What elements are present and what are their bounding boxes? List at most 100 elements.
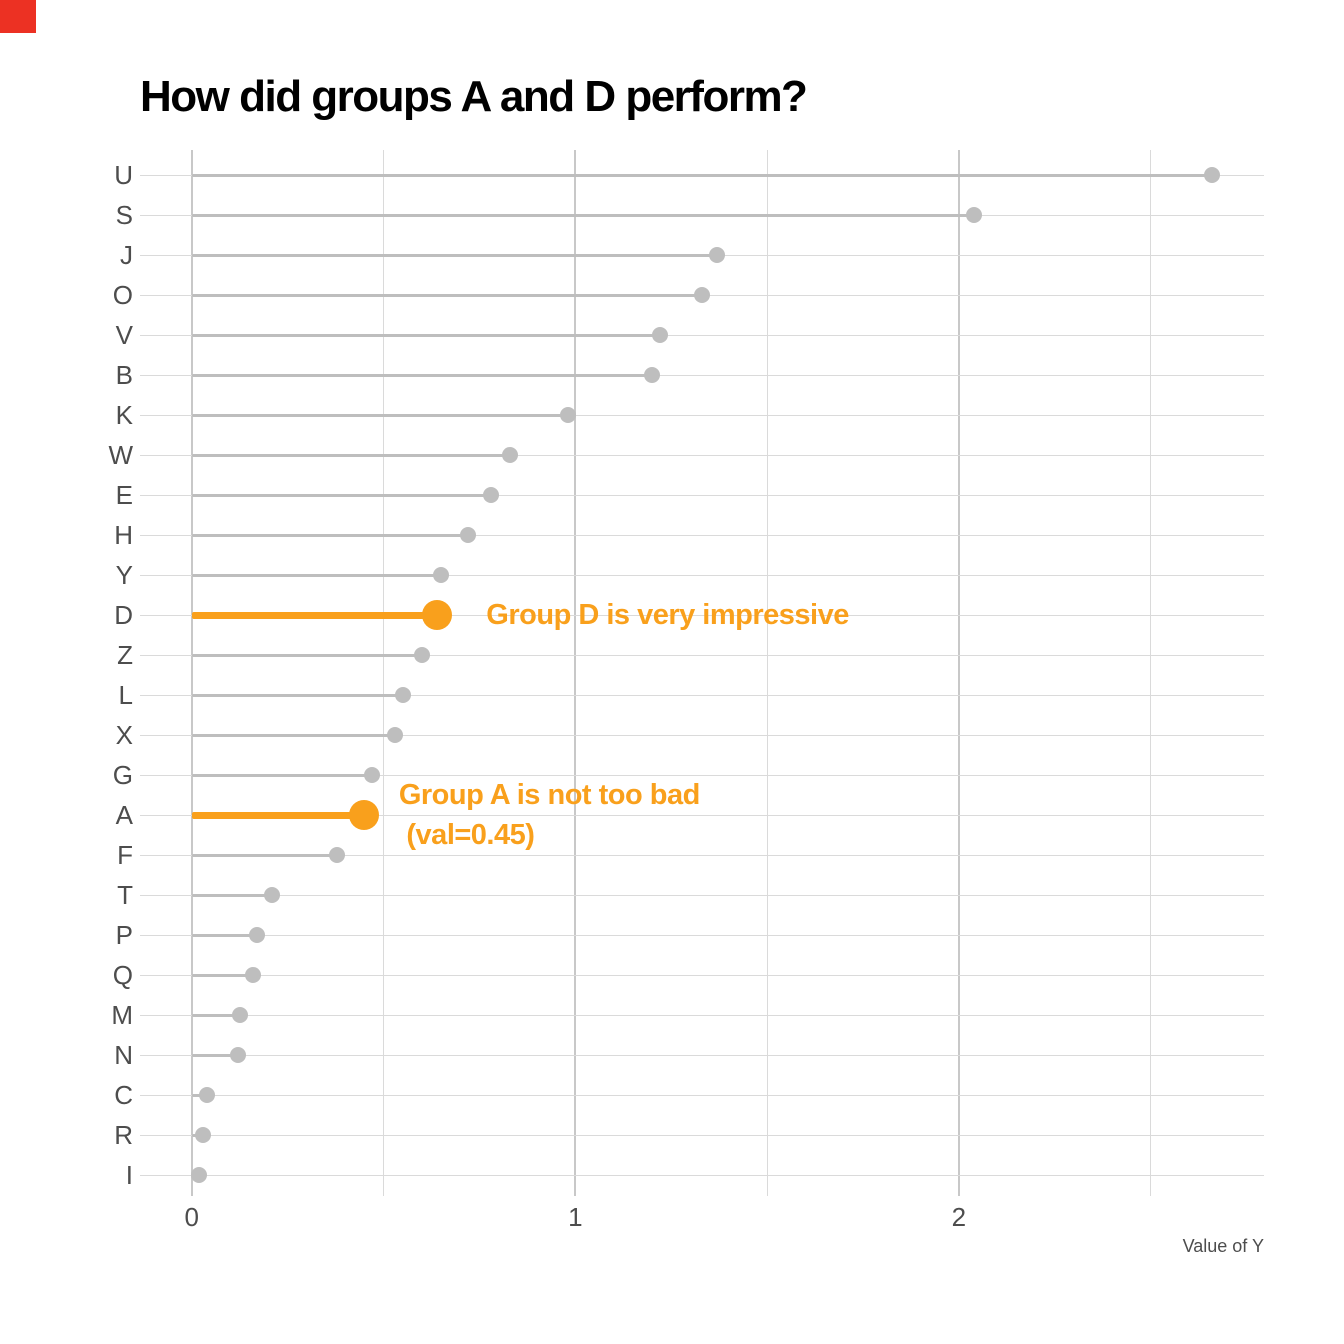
row-gridline — [140, 574, 1264, 576]
lollipop-dot-r — [195, 1127, 212, 1143]
row-gridline — [140, 1134, 1264, 1136]
annotation-line: (val=0.45) — [398, 819, 535, 851]
lollipop-stem-l — [191, 693, 403, 697]
category-label-j: J — [120, 240, 133, 270]
category-label-w: W — [108, 440, 133, 470]
row-gridline — [140, 894, 1264, 896]
red-corner-marker — [0, 0, 36, 33]
chart-title: How did groups A and D perform? — [140, 72, 808, 121]
lollipop-dot-n — [229, 1047, 246, 1063]
category-label-h: H — [114, 520, 133, 550]
lollipop-stem-s — [191, 213, 975, 217]
lollipop-dot-f — [329, 847, 346, 863]
annotation-line: Group A is not too bad — [398, 779, 700, 811]
category-label-x: X — [115, 720, 133, 750]
lollipop-dot-q — [245, 967, 262, 983]
row-gridline — [140, 774, 1264, 776]
lollipop-dot-g — [363, 767, 380, 783]
category-label-b: B — [115, 360, 133, 390]
row-gridline — [140, 1054, 1264, 1056]
row-gridline — [140, 374, 1264, 376]
row-gridline — [140, 654, 1264, 656]
lollipop-stem-k — [191, 413, 568, 417]
lollipop-dot-i — [191, 1167, 208, 1183]
gridline-minor — [1150, 150, 1152, 1196]
row-gridline — [140, 854, 1264, 856]
x-tick-label-1: 1 — [568, 1202, 583, 1232]
row-gridline — [140, 454, 1264, 456]
category-label-i: I — [125, 1160, 133, 1190]
lollipop-dot-x — [387, 727, 403, 743]
category-label-o: O — [112, 280, 133, 310]
lollipop-stem-j — [191, 253, 718, 257]
lollipop-dot-u — [1204, 167, 1221, 183]
gridline-major — [190, 150, 193, 1196]
category-label-u: U — [114, 160, 133, 190]
lollipop-stem-x — [191, 733, 395, 737]
category-label-d: D — [114, 600, 133, 630]
row-gridline — [140, 974, 1264, 976]
lollipop-dot-e — [482, 487, 499, 503]
lollipop-dot-m — [231, 1007, 248, 1023]
lollipop-dot-s — [966, 207, 983, 223]
category-label-g: G — [112, 760, 133, 790]
lollipop-dot-p — [248, 927, 265, 943]
gridline-major — [957, 150, 960, 1196]
lollipop-dot-k — [559, 407, 576, 423]
lollipop-stem-q — [191, 973, 254, 977]
lollipop-stem-v — [191, 333, 660, 337]
row-gridline — [140, 1014, 1264, 1016]
category-label-p: P — [115, 920, 133, 950]
category-label-q: Q — [112, 960, 133, 990]
category-label-n: N — [114, 1040, 133, 1070]
x-tick-label-2: 2 — [951, 1202, 967, 1232]
lollipop-dot-y — [433, 567, 450, 583]
lollipop-dot-b — [644, 367, 661, 383]
lollipop-dot-c — [199, 1087, 216, 1103]
row-gridline — [140, 734, 1264, 736]
x-axis-title: Value of Y — [1182, 1236, 1264, 1256]
lollipop-stem-w — [191, 453, 511, 457]
category-label-e: E — [115, 480, 133, 510]
row-gridline — [140, 614, 1264, 616]
lollipop-stem-a — [191, 811, 365, 819]
lollipop-dot-l — [394, 687, 411, 703]
lollipop-stem-n — [191, 1053, 238, 1057]
category-label-s: S — [115, 200, 133, 230]
annotation-group-a: Group A is not too bad (val=0.45) — [399, 775, 700, 855]
category-label-c: C — [114, 1080, 133, 1110]
category-label-k: K — [115, 400, 133, 430]
lollipop-stem-m — [191, 1013, 240, 1017]
row-gridline — [140, 694, 1264, 696]
category-label-v: V — [115, 320, 133, 350]
lollipop-stem-o — [191, 293, 702, 297]
lollipop-stem-t — [191, 893, 273, 897]
category-label-t: T — [117, 880, 133, 910]
category-label-l: L — [118, 680, 133, 710]
row-gridline — [140, 1094, 1264, 1096]
lollipop-dot-d — [422, 600, 453, 630]
lollipop-stem-g — [191, 773, 372, 777]
lollipop-stem-y — [191, 573, 442, 577]
category-label-a: A — [115, 800, 133, 830]
row-gridline — [140, 534, 1264, 536]
row-gridline — [140, 414, 1264, 416]
row-gridline — [140, 1174, 1264, 1176]
lollipop-dot-j — [709, 247, 726, 263]
annotation-line: Group D is very impressive — [486, 599, 849, 631]
lollipop-dot-t — [264, 887, 281, 903]
lollipop-stem-z — [191, 653, 422, 657]
lollipop-dot-a — [349, 800, 380, 830]
gridline-minor — [383, 150, 384, 1196]
category-label-z: Z — [117, 640, 133, 670]
lollipop-dot-v — [651, 327, 668, 343]
lollipop-stem-d — [191, 611, 438, 619]
lollipop-stem-p — [191, 933, 257, 937]
category-label-f: F — [117, 840, 133, 870]
row-gridline — [140, 334, 1264, 336]
lollipop-stem-f — [191, 853, 338, 857]
lollipop-dot-h — [459, 527, 476, 543]
category-label-m: M — [111, 1000, 133, 1030]
row-gridline — [140, 934, 1264, 936]
